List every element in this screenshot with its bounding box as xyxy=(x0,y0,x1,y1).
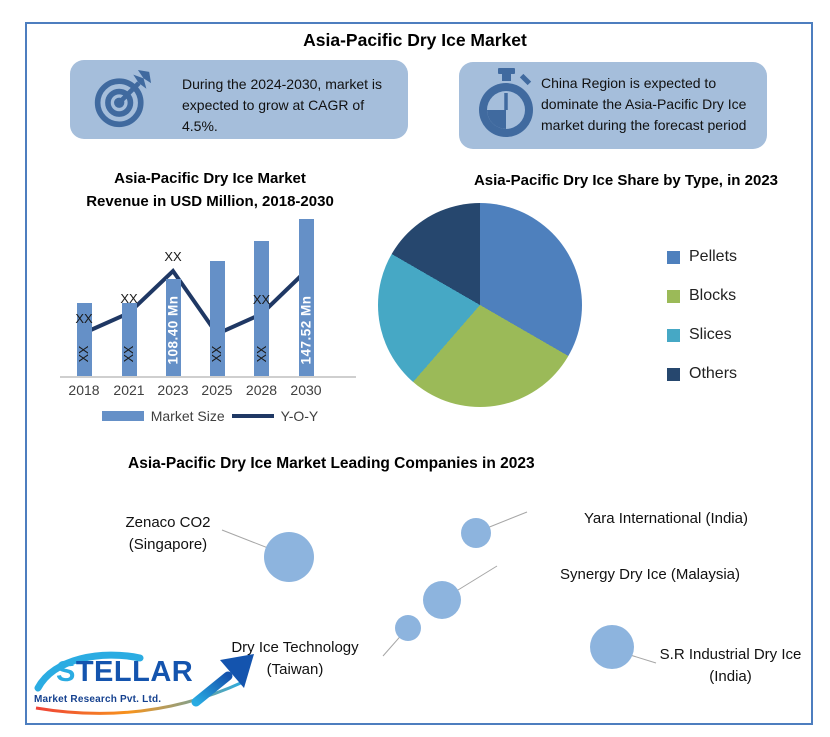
revenue-bar-chart: Market Size Y-O-Y 2018 XX XX 2021 XX XX 2023 10… xyxy=(60,210,360,442)
page-title: Asia-Pacific Dry Ice Market xyxy=(303,30,527,50)
legend-item-others: Others xyxy=(667,361,737,387)
pie-legend: Pellets Blocks Slices Others xyxy=(667,244,737,400)
china-callout: China Region is expected to dominate the… xyxy=(459,62,767,149)
yoy-point-label: XX xyxy=(252,292,271,307)
cagr-callout: During the 2024-2030, market is expected… xyxy=(70,60,408,139)
stopwatch-icon xyxy=(477,68,537,147)
x-axis-label: 2023 xyxy=(157,382,189,398)
legend-label: Slices xyxy=(689,326,732,343)
bar-value-label: 108.40 Mn xyxy=(165,295,181,365)
market-size-bar xyxy=(254,241,269,376)
legend-marker xyxy=(667,328,680,342)
market-size-bar xyxy=(76,303,92,376)
legend-item-slices: Slices xyxy=(667,322,737,348)
bar-chart-legend: Market Size Y-O-Y xyxy=(60,408,360,424)
company-label: Yara International (India) xyxy=(584,510,748,527)
company-label: S.R Industrial Dry Ice (India) xyxy=(659,646,802,685)
logo-subtext: Market Research Pvt. Ltd. xyxy=(34,694,162,705)
stellar-logo-art xyxy=(34,651,254,715)
yoy-point-label: XX xyxy=(164,249,182,264)
legend-item-pellets: Pellets xyxy=(667,244,737,270)
market-size-swatch xyxy=(101,411,144,421)
market-size-bar xyxy=(121,303,137,376)
pie-chart-title: Asia-Pacific Dry Ice Share by Type, in 2… xyxy=(473,172,779,189)
company-bubble xyxy=(423,581,461,619)
x-axis-line xyxy=(60,376,356,378)
yoy-point-label: XX xyxy=(120,291,138,306)
company-bubble xyxy=(590,625,634,669)
x-axis-label: 2018 xyxy=(68,382,100,398)
yoy-point-label: XX xyxy=(75,311,93,326)
china-callout-text: China Region is expected to dominate the… xyxy=(541,75,747,133)
x-axis-label: 2021 xyxy=(113,382,145,398)
company-label: Zenaco CO2 (Singapore) xyxy=(125,514,211,553)
company-bubble xyxy=(461,518,491,548)
companies-title: Asia-Pacific Dry Ice Market Leading Comp… xyxy=(128,455,535,472)
company-bubble xyxy=(264,532,314,582)
cagr-callout-text: During the 2024-2030, market is expected… xyxy=(182,76,382,134)
logo-arrow-head xyxy=(220,654,254,688)
x-axis-label: 2030 xyxy=(290,382,322,398)
legend-label: Pellets xyxy=(689,248,738,265)
company-label: Dry Ice Technology (Taiwan) xyxy=(231,639,359,678)
market-size-bar xyxy=(298,219,314,376)
x-axis-label: 2028 xyxy=(245,382,278,398)
bar-value-label: XX xyxy=(254,345,269,363)
bar-value-label: XX xyxy=(77,345,91,363)
bar-value-label: XX xyxy=(122,345,136,363)
logo-arrow-shaft xyxy=(191,671,233,707)
legend-label-yoy: Y-O-Y xyxy=(280,408,319,424)
legend-marker xyxy=(667,367,680,381)
logo-text: STELLAR xyxy=(56,656,194,688)
target-icon xyxy=(92,69,152,134)
logo-underline xyxy=(35,680,244,715)
legend-label: Blocks xyxy=(689,287,737,304)
market-size-bar xyxy=(165,279,181,376)
legend-label: Others xyxy=(689,365,738,382)
legend-item-blocks: Blocks xyxy=(667,283,737,309)
share-pie-chart xyxy=(378,203,582,407)
legend-marker xyxy=(667,250,680,264)
bar-chart-title: Asia-Pacific Dry Ice Market Revenue in U… xyxy=(86,170,334,210)
bar-value-label: XX xyxy=(210,345,224,363)
yoy-line-swatch xyxy=(231,414,274,418)
legend-marker xyxy=(667,289,680,303)
company-bubble xyxy=(395,615,421,641)
legend-label-market-size: Market Size xyxy=(150,408,225,424)
company-label: Synergy Dry Ice (Malaysia) xyxy=(559,566,741,583)
logo-swoosh xyxy=(34,651,144,692)
market-size-bar xyxy=(209,261,225,376)
x-axis-label: 2025 xyxy=(201,382,233,398)
stellar-logo: STELLAR Market Research Pvt. Ltd. xyxy=(28,648,268,726)
bar-value-label: 147.52 Mn xyxy=(298,295,314,365)
